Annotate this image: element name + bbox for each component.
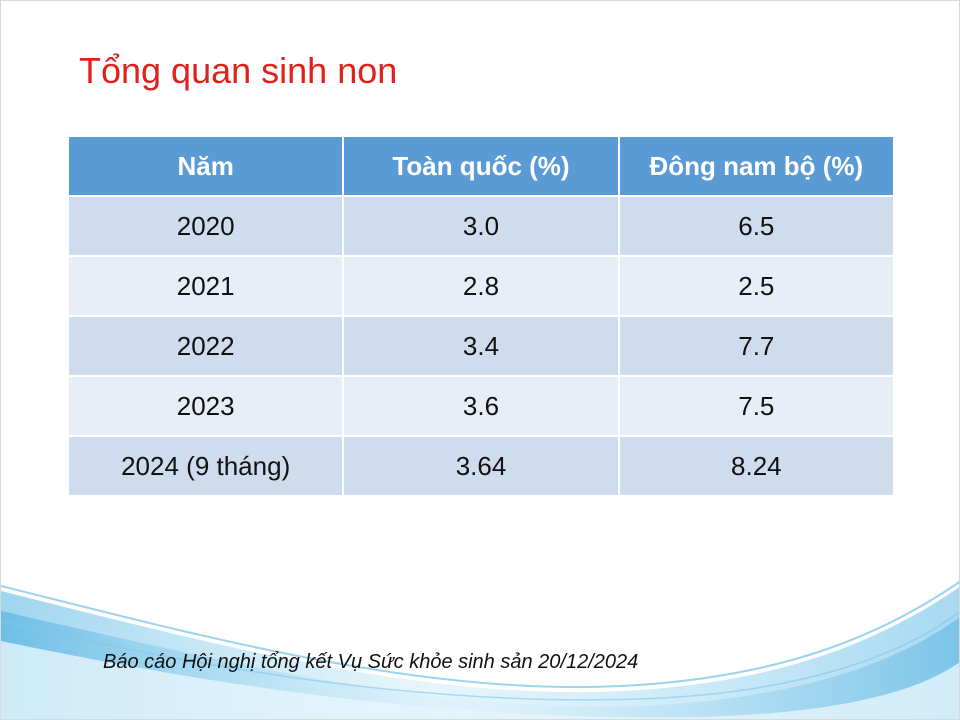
- cell-year: 2024 (9 tháng): [66, 435, 345, 497]
- cell-year: 2020: [66, 195, 345, 257]
- table-row: 2022 3.4 7.7: [66, 315, 896, 377]
- header-year: Năm: [66, 135, 345, 197]
- cell-southeast: 2.5: [617, 255, 896, 317]
- cell-southeast: 7.7: [617, 315, 896, 377]
- cell-year: 2022: [66, 315, 345, 377]
- header-southeast: Đông nam bộ (%): [617, 135, 896, 197]
- table-row: 2020 3.0 6.5: [66, 195, 896, 257]
- data-table: Năm Toàn quốc (%) Đông nam bộ (%) 2020 3…: [66, 135, 896, 497]
- cell-southeast: 6.5: [617, 195, 896, 257]
- table-row: 2024 (9 tháng) 3.64 8.24: [66, 435, 896, 497]
- cell-national: 2.8: [342, 255, 620, 317]
- cell-national: 3.0: [342, 195, 620, 257]
- slide-title: Tổng quan sinh non: [79, 50, 398, 91]
- cell-national: 3.4: [342, 315, 620, 377]
- cell-national: 3.64: [342, 435, 620, 497]
- cell-southeast: 7.5: [617, 375, 896, 437]
- cell-southeast: 8.24: [617, 435, 896, 497]
- table-row: 2023 3.6 7.5: [66, 375, 896, 437]
- cell-year: 2021: [66, 255, 345, 317]
- cell-national: 3.6: [342, 375, 620, 437]
- cell-year: 2023: [66, 375, 345, 437]
- table-row: 2021 2.8 2.5: [66, 255, 896, 317]
- table-header-row: Năm Toàn quốc (%) Đông nam bộ (%): [66, 135, 896, 197]
- header-national: Toàn quốc (%): [342, 135, 620, 197]
- source-footnote: Báo cáo Hội nghị tổng kết Vụ Sức khỏe si…: [103, 651, 639, 673]
